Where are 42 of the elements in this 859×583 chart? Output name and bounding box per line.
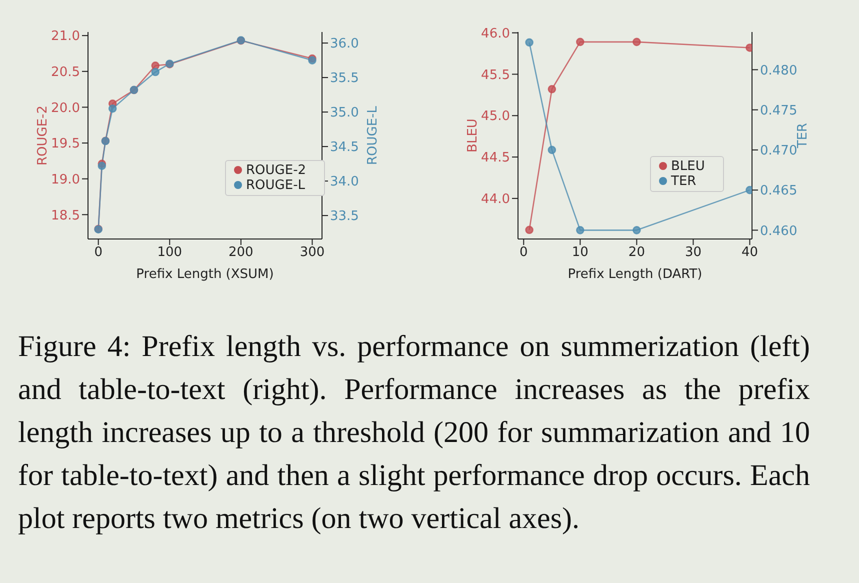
x-tick-label: 100 bbox=[157, 245, 182, 260]
x-tick-label: 0 bbox=[94, 245, 102, 260]
y-tick-label: 46.0 bbox=[481, 26, 510, 42]
y-tick-label: 44.0 bbox=[481, 192, 510, 208]
y-tick-label: 44.5 bbox=[481, 150, 510, 166]
x-axis-title: Prefix Length (XSUM) bbox=[136, 267, 274, 282]
y2-tick-label: 35.0 bbox=[330, 106, 359, 121]
y-tick-label: 45.5 bbox=[481, 68, 510, 83]
y2-tick-label: 0.480 bbox=[760, 63, 798, 78]
y2-axis-title: ROUGE-L bbox=[366, 105, 381, 166]
y2-tick-label: 0.465 bbox=[760, 184, 798, 199]
y-tick-label: 45.0 bbox=[481, 109, 510, 124]
y-tick-label: 20.5 bbox=[51, 65, 80, 80]
caption: Figure 4: Prefix length vs. performance on summerization (left) and table-to-text (right). Performance increases as the prefix length increases up to a threshold (200 for summarization and 10 for table-to-text) and then a slight performance drop occurs. Each plot reports two metrics (on two vertical axes). bbox=[18, 329, 810, 537]
y-tick-label: 19.5 bbox=[51, 136, 80, 152]
y2-tick-label: 34.5 bbox=[330, 140, 359, 156]
y-tick-label: 21.0 bbox=[51, 29, 80, 44]
y2-tick-label: 35.5 bbox=[330, 71, 359, 86]
y2-tick-label: 0.460 bbox=[760, 224, 798, 239]
x-tick-label: 10 bbox=[572, 245, 588, 260]
y2-tick-label: 0.475 bbox=[760, 103, 798, 118]
y2-tick-label: 0.470 bbox=[760, 144, 798, 159]
legend-label: BLEU bbox=[671, 159, 705, 174]
y-axis-title: ROUGE-2 bbox=[36, 105, 51, 166]
x-tick-label: 0 bbox=[520, 245, 528, 260]
y-tick-label: 20.0 bbox=[51, 100, 80, 116]
x-tick-label: 300 bbox=[300, 245, 325, 260]
x-tick-label: 40 bbox=[741, 245, 758, 260]
y-axis-title: BLEU bbox=[466, 118, 481, 152]
y2-tick-label: 36.0 bbox=[330, 36, 359, 52]
x-tick-label: 20 bbox=[628, 245, 645, 260]
y2-tick-label: 33.5 bbox=[330, 209, 359, 224]
legend-label: ROUGE-L bbox=[246, 178, 306, 193]
x-tick-label: 200 bbox=[228, 245, 254, 260]
x-axis-title: Prefix Length (DART) bbox=[568, 267, 702, 282]
legend-label: ROUGE-2 bbox=[246, 163, 306, 178]
y2-tick-label: 34.0 bbox=[330, 174, 359, 190]
y2-axis-title: TER bbox=[796, 122, 811, 150]
y-tick-label: 18.5 bbox=[51, 208, 80, 224]
legend-label: TER bbox=[671, 174, 696, 189]
y-tick-label: 19.0 bbox=[51, 172, 80, 188]
x-tick-label: 30 bbox=[684, 245, 702, 260]
